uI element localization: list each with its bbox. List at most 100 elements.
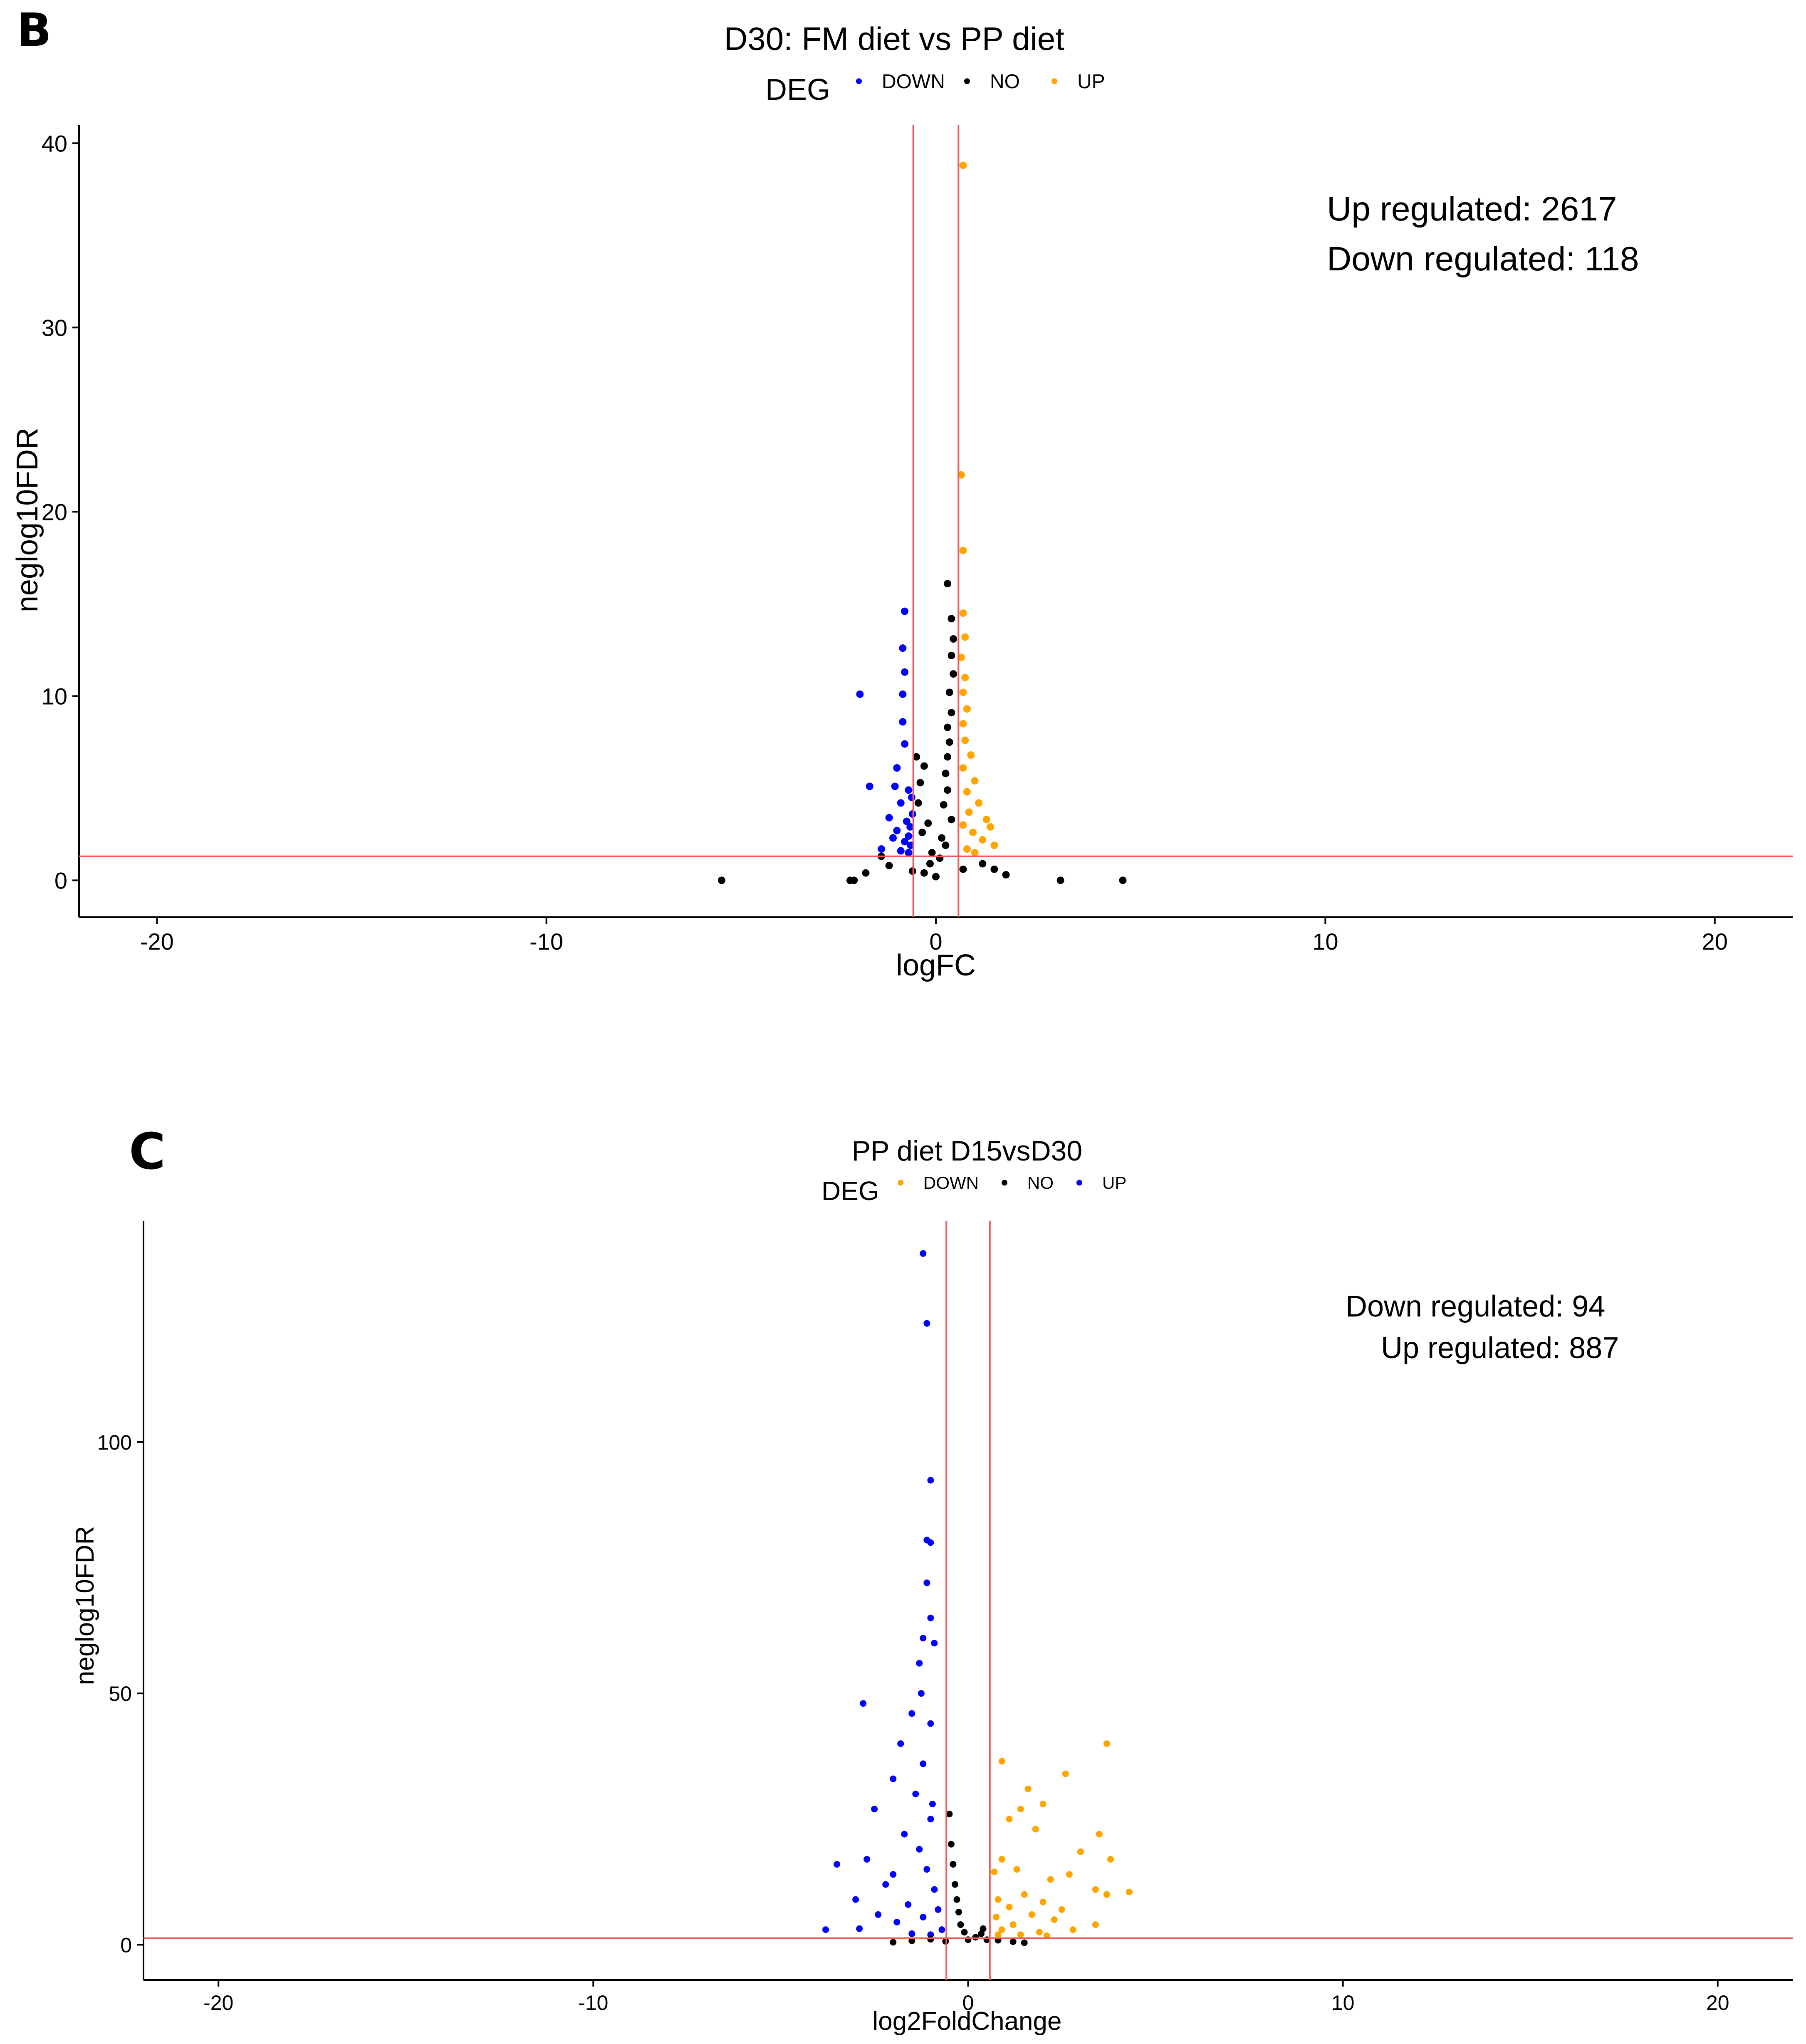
data-point-up <box>875 1911 882 1918</box>
data-point-down <box>1092 1921 1099 1928</box>
annotation-down-regulated-c: Down regulated: 94 <box>1346 1290 1605 1323</box>
data-point-up <box>957 653 965 661</box>
legend-key-up <box>1051 78 1057 84</box>
data-point-down <box>877 845 885 853</box>
data-point-up <box>912 1790 919 1797</box>
data-point-down <box>1103 1891 1110 1898</box>
data-point-up <box>920 1760 927 1767</box>
x-axis-label-b: logFC <box>896 949 976 982</box>
panel-label-b: B <box>17 3 52 57</box>
legend-key-no <box>1002 1180 1007 1186</box>
data-point-down <box>905 849 913 856</box>
data-point-no <box>885 861 893 869</box>
data-point-up <box>908 1930 915 1937</box>
data-point-up <box>967 751 975 759</box>
data-point-down <box>993 1913 1000 1920</box>
data-point-up <box>961 674 969 682</box>
data-point-no <box>953 1896 960 1903</box>
data-point-down <box>866 782 873 790</box>
data-point-down <box>908 794 915 802</box>
x-tick-label: 10 <box>1331 1991 1355 2014</box>
data-point-down <box>1043 1932 1050 1939</box>
data-point-up <box>927 1539 934 1546</box>
data-point-down <box>998 1926 1005 1933</box>
data-point-up <box>971 849 979 856</box>
data-point-down <box>893 827 901 834</box>
data-point-up <box>834 1861 841 1868</box>
data-point-up <box>923 1320 930 1327</box>
data-point-down <box>901 740 909 748</box>
data-point-no <box>926 860 934 868</box>
data-point-no <box>938 834 946 842</box>
data-point-down <box>1126 1888 1133 1896</box>
legend-title-b: DEG <box>765 73 830 106</box>
legend-b: DOWN NO UP <box>856 71 1105 93</box>
data-point-down <box>901 607 909 615</box>
data-point-down <box>998 1856 1005 1863</box>
data-point-down <box>907 841 915 849</box>
legend-label-up: UP <box>1077 71 1105 93</box>
data-point-no <box>916 779 924 787</box>
data-point-up <box>927 1720 934 1727</box>
data-point-up <box>890 1871 897 1878</box>
data-point-up <box>959 688 967 696</box>
data-point-up <box>935 1906 942 1913</box>
data-point-down <box>906 823 914 831</box>
data-point-no <box>1056 876 1064 884</box>
data-point-down <box>1009 1921 1017 1928</box>
data-point-down <box>1058 1906 1065 1913</box>
data-point-up <box>959 764 967 772</box>
data-point-no <box>908 1937 915 1944</box>
data-point-down <box>1006 1903 1013 1910</box>
data-point-no <box>927 1936 934 1943</box>
data-point-no <box>990 865 998 873</box>
data-point-up <box>982 816 990 824</box>
data-point-down <box>998 1758 1005 1765</box>
data-point-up <box>979 836 987 844</box>
legend-key-down <box>856 78 862 84</box>
data-point-up <box>920 1250 927 1257</box>
data-point-up <box>923 1866 930 1873</box>
data-point-down <box>995 1896 1002 1903</box>
data-point-down <box>1062 1770 1069 1777</box>
x-tick-label: 0 <box>962 1991 974 2014</box>
plot-area-b: -20 -10 0 10 20 0 10 20 30 40 <box>42 125 1793 955</box>
data-point-up <box>959 547 967 554</box>
data-point-no <box>948 816 955 824</box>
data-point-down <box>1066 1871 1073 1878</box>
data-point-up <box>931 1886 938 1893</box>
x-tick-label: -10 <box>529 928 563 955</box>
data-point-up <box>959 609 967 617</box>
data-point-no <box>862 869 870 877</box>
data-point-no <box>948 651 955 659</box>
panel-b: B D30: FM diet vs PP diet DEG DOWN NO UP -… <box>11 3 1793 982</box>
data-point-up <box>822 1926 829 1933</box>
y-tick-label: 100 <box>97 1431 132 1454</box>
chart-title-c: PP diet D15vsD30 <box>852 1135 1082 1167</box>
data-point-up <box>871 1806 878 1813</box>
data-point-down <box>1017 1806 1024 1813</box>
chart-title-b: D30: FM diet vs PP diet <box>724 20 1064 57</box>
data-point-no <box>1009 1938 1017 1945</box>
x-tick-label: 20 <box>1702 928 1728 955</box>
annotation-up-regulated-c: Up regulated: 887 <box>1381 1331 1619 1365</box>
data-point-down <box>1103 1740 1110 1747</box>
data-point-no <box>928 849 936 856</box>
data-point-up <box>916 1846 923 1853</box>
data-point-up <box>965 808 973 816</box>
data-point-up <box>923 1579 930 1586</box>
data-point-down <box>885 814 893 822</box>
data-point-up <box>856 1925 863 1932</box>
data-point-up <box>927 1816 934 1823</box>
y-tick-label: 0 <box>54 868 67 894</box>
data-point-no <box>948 615 955 623</box>
data-point-no <box>950 1861 957 1868</box>
data-point-up <box>959 161 967 169</box>
data-point-no <box>972 1934 979 1941</box>
data-point-down <box>1069 1926 1076 1933</box>
data-point-up <box>957 471 965 479</box>
legend-key-up <box>1076 1180 1082 1186</box>
data-point-no <box>932 873 940 881</box>
data-point-down <box>897 847 905 855</box>
x-tick-label: -20 <box>203 1991 233 2014</box>
